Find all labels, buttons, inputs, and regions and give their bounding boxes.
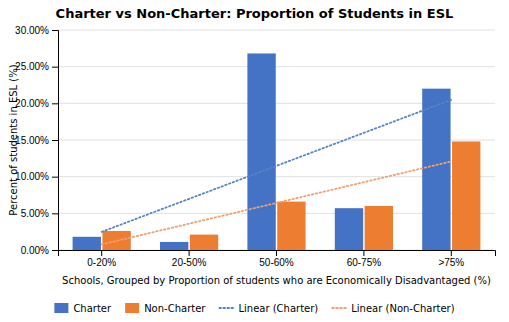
- bar: [277, 202, 305, 250]
- legend-label: Linear (Charter): [238, 303, 318, 314]
- bar: [73, 237, 101, 250]
- tick-mark: [52, 67, 58, 68]
- axis-line: [52, 31, 59, 251]
- tick-label: 5.00%: [21, 208, 49, 219]
- bar: [247, 53, 275, 250]
- tick-label: 20-50%: [172, 257, 207, 268]
- tick: >75%: [438, 250, 464, 268]
- tick-mark: [363, 250, 364, 256]
- tick: 30.00%: [15, 25, 58, 36]
- tick: 25.00%: [15, 61, 58, 72]
- tick: 60-75%: [347, 250, 382, 268]
- bar-series: [73, 53, 451, 250]
- trend-line: [102, 161, 452, 244]
- trend-line: [102, 100, 452, 232]
- bar: [422, 89, 450, 250]
- tick-label: 20.00%: [15, 98, 49, 109]
- legend: Charter Non-Charter Linear (Charter) Linear…: [54, 303, 454, 314]
- tick-mark: [52, 103, 58, 104]
- tick: 5.00%: [21, 208, 58, 219]
- legend-swatch: [219, 307, 233, 309]
- tick: 0-20%: [87, 250, 116, 268]
- tick-mark: [101, 250, 102, 256]
- x-axis-title: Schools, Grouped by Proportion of studen…: [62, 275, 491, 286]
- plot: 0-20% 20-50% 50-60% 60-75% >75% 0.00% 5.00% 10.…: [15, 25, 495, 268]
- tick-mark: [189, 250, 190, 256]
- tick: 10.00%: [15, 171, 58, 182]
- tick-label: 10.00%: [15, 171, 49, 182]
- grid: [58, 30, 495, 250]
- tick-mark: [52, 140, 58, 141]
- legend-item: Linear (Non-Charter): [332, 303, 454, 314]
- axis-line: [59, 251, 496, 257]
- x-axis: 0-20% 20-50% 50-60% 60-75% >75%: [59, 250, 496, 268]
- tick-label: 15.00%: [15, 135, 49, 146]
- legend-label: Linear (Non-Charter): [351, 303, 454, 314]
- tick-label: 25.00%: [15, 61, 49, 72]
- bar-series: [102, 141, 480, 250]
- bar: [452, 141, 480, 250]
- tick-mark: [276, 250, 277, 256]
- bar: [190, 235, 218, 250]
- legend-label: Charter: [73, 303, 112, 314]
- marks: [73, 53, 481, 250]
- bar: [160, 242, 188, 250]
- bar: [365, 206, 393, 250]
- y-axis-title: Percent of students in ESL (%): [8, 64, 19, 215]
- tick-mark: [52, 213, 58, 214]
- tick-label: 0.00%: [21, 245, 49, 256]
- tick-label: >75%: [438, 257, 464, 268]
- title: Charter vs Non-Charter: Proportion of St…: [56, 6, 454, 21]
- grid-line: [58, 66, 495, 67]
- chart: 0-20% 20-50% 50-60% 60-75% >75% 0.00% 5.00% 10.…: [0, 0, 509, 322]
- tick-mark: [52, 177, 58, 178]
- legend-label: Non-Charter: [144, 303, 206, 314]
- legend-swatch: [125, 303, 139, 313]
- legend-item: Charter: [54, 303, 112, 314]
- legend-item: Non-Charter: [125, 303, 206, 314]
- tick-mark: [451, 250, 452, 256]
- y-axis: 0.00% 5.00% 10.00% 15.00% 20.00% 25.00% 30.00%: [15, 25, 58, 256]
- tick-label: 50-60%: [259, 257, 294, 268]
- tick: 20-50%: [172, 250, 207, 268]
- tick: 50-60%: [259, 250, 294, 268]
- grid-line: [58, 30, 495, 31]
- tick-mark: [52, 250, 58, 251]
- legend-item: Linear (Charter): [219, 303, 318, 314]
- tick-label: 60-75%: [347, 257, 382, 268]
- legend-swatch: [54, 303, 68, 313]
- tick: 20.00%: [15, 98, 58, 109]
- bar: [335, 208, 363, 250]
- tick: 15.00%: [15, 135, 58, 146]
- tick: 0.00%: [21, 245, 58, 256]
- tick-mark: [52, 30, 58, 31]
- legend-swatch: [332, 307, 346, 309]
- tick-label: 0-20%: [87, 257, 116, 268]
- tick-label: 30.00%: [15, 25, 49, 36]
